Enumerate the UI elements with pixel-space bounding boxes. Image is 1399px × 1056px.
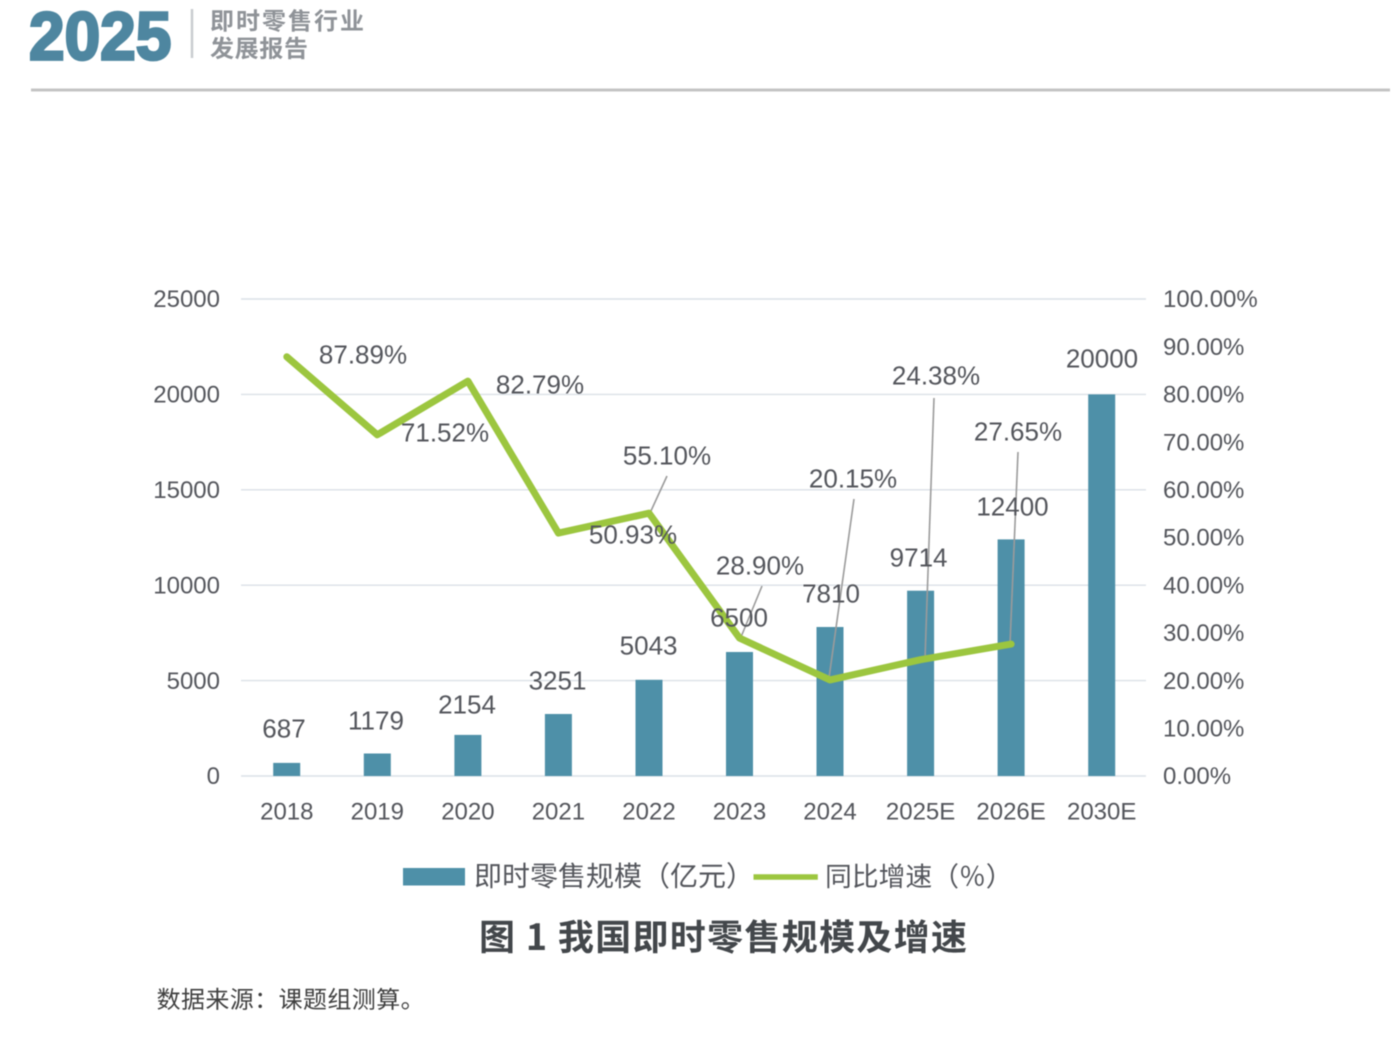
svg-text:50.93%: 50.93% (589, 520, 677, 550)
svg-text:2022: 2022 (622, 799, 675, 826)
svg-text:6500: 6500 (710, 602, 768, 632)
svg-text:50.00%: 50.00% (1163, 525, 1244, 552)
svg-text:27.65%: 27.65% (974, 417, 1062, 447)
svg-text:0: 0 (207, 763, 220, 790)
svg-text:2026E: 2026E (976, 799, 1045, 826)
svg-text:2024: 2024 (803, 799, 856, 826)
svg-text:9714: 9714 (890, 542, 948, 572)
svg-text:10.00%: 10.00% (1163, 716, 1244, 743)
svg-text:20.15%: 20.15% (809, 464, 897, 494)
svg-text:5000: 5000 (167, 668, 220, 695)
svg-text:90.00%: 90.00% (1163, 334, 1244, 361)
svg-text:2019: 2019 (351, 799, 404, 826)
svg-text:15000: 15000 (153, 477, 220, 504)
svg-text:40.00%: 40.00% (1163, 572, 1244, 599)
svg-text:5043: 5043 (620, 630, 678, 660)
svg-text:20000: 20000 (1066, 343, 1138, 373)
svg-text:687: 687 (262, 713, 305, 743)
svg-text:2021: 2021 (532, 799, 585, 826)
svg-text:10000: 10000 (153, 572, 220, 599)
svg-text:2023: 2023 (713, 799, 766, 826)
svg-text:55.10%: 55.10% (623, 441, 711, 471)
svg-text:2020: 2020 (441, 799, 494, 826)
svg-text:87.89%: 87.89% (319, 340, 407, 370)
svg-text:2018: 2018 (260, 799, 313, 826)
svg-text:1179: 1179 (348, 705, 404, 735)
svg-text:30.00%: 30.00% (1163, 620, 1244, 647)
svg-text:20.00%: 20.00% (1163, 668, 1244, 695)
svg-text:0.00%: 0.00% (1163, 763, 1231, 790)
svg-text:3251: 3251 (529, 665, 587, 695)
svg-text:2025: 2025 (29, 0, 171, 74)
svg-text:82.79%: 82.79% (496, 370, 584, 400)
svg-text:28.90%: 28.90% (716, 551, 804, 581)
svg-text:12400: 12400 (976, 491, 1048, 521)
svg-text:20000: 20000 (153, 382, 220, 409)
svg-text:7810: 7810 (802, 578, 860, 608)
svg-text:60.00%: 60.00% (1163, 477, 1244, 504)
svg-text:2154: 2154 (438, 689, 496, 719)
svg-text:71.52%: 71.52% (401, 418, 489, 448)
svg-text:2030E: 2030E (1067, 799, 1136, 826)
svg-text:70.00%: 70.00% (1163, 429, 1244, 456)
svg-text:100.00%: 100.00% (1163, 286, 1258, 313)
svg-text:2025E: 2025E (886, 799, 955, 826)
svg-text:25000: 25000 (153, 286, 220, 313)
svg-text:24.38%: 24.38% (892, 361, 980, 391)
svg-text:80.00%: 80.00% (1163, 382, 1244, 409)
